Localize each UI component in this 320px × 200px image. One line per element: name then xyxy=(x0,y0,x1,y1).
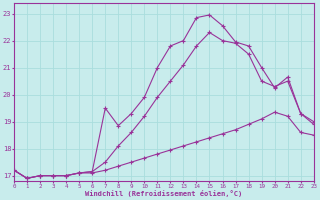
X-axis label: Windchill (Refroidissement éolien,°C): Windchill (Refroidissement éolien,°C) xyxy=(85,190,243,197)
